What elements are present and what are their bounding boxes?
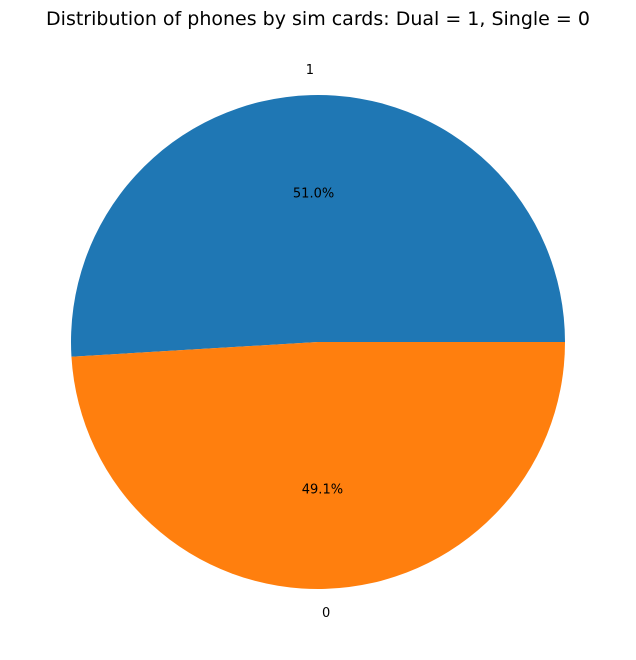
percent-label-1: 51.0% bbox=[293, 186, 334, 201]
pie-slice-1 bbox=[71, 94, 565, 357]
slice-label-0: 0 bbox=[322, 606, 330, 621]
chart-title: Distribution of phones by sim cards: Dua… bbox=[46, 8, 590, 30]
pie-slices bbox=[71, 94, 566, 589]
slice-label-1: 1 bbox=[306, 63, 314, 78]
percent-label-0: 49.1% bbox=[302, 483, 343, 498]
pie-slice-0 bbox=[71, 342, 566, 589]
pie-labels: 1 51.0% 0 49.1% bbox=[293, 63, 343, 621]
